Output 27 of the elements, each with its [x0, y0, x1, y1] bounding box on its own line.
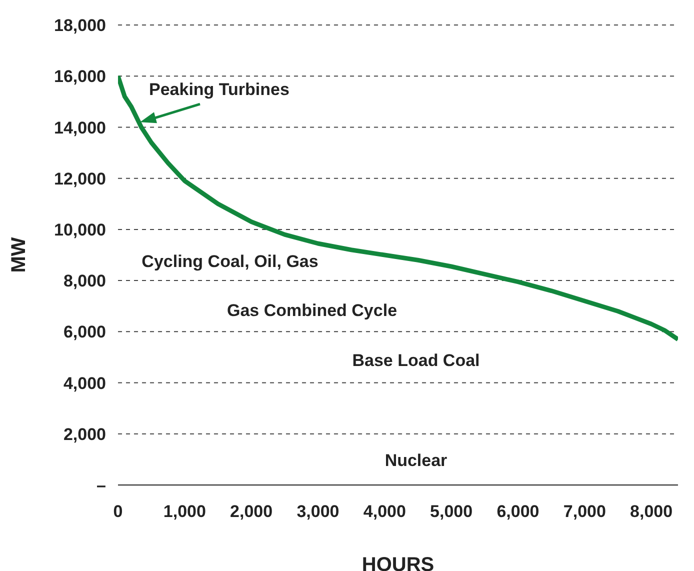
annotation: Nuclear — [384, 451, 448, 471]
annotation: Gas Combined Cycle — [226, 301, 398, 321]
y-tick-label: 4,000 — [63, 374, 106, 393]
x-tick-label: 5,000 — [430, 502, 473, 522]
x-tick-label: 0 — [113, 502, 123, 522]
y-tick-label: 10,000 — [54, 220, 106, 240]
line-series — [118, 74, 678, 342]
y-axis-title: MW — [8, 237, 30, 273]
x-tick-label: 6,000 — [496, 502, 540, 522]
y-tick-label: 12,000 — [54, 169, 106, 188]
x-tick-label: 1,000 — [163, 502, 206, 522]
x-tick-label: 8,000 — [630, 502, 673, 522]
y-tick-label: 18,000 — [54, 16, 106, 36]
x-tick-label: 2,000 — [230, 502, 273, 522]
x-tick-label: 4,000 — [363, 502, 406, 522]
y-tick-label: 16,000 — [54, 67, 106, 86]
y-tick-label: 2,000 — [63, 424, 106, 444]
x-tick-label: 3,000 — [296, 502, 340, 522]
y-tick-label: – — [96, 476, 106, 496]
y-tick-label: 14,000 — [54, 118, 106, 138]
x-axis-title: HOURS — [362, 554, 434, 571]
y-tick-label: 6,000 — [63, 322, 106, 342]
annotation: Base Load Coal — [352, 351, 480, 371]
y-tick-label: 8,000 — [63, 272, 106, 291]
x-tick-label: 7,000 — [563, 502, 606, 522]
annotation: Cycling Coal, Oil, Gas — [142, 252, 318, 272]
annotation: Peaking Turbines — [149, 80, 290, 100]
